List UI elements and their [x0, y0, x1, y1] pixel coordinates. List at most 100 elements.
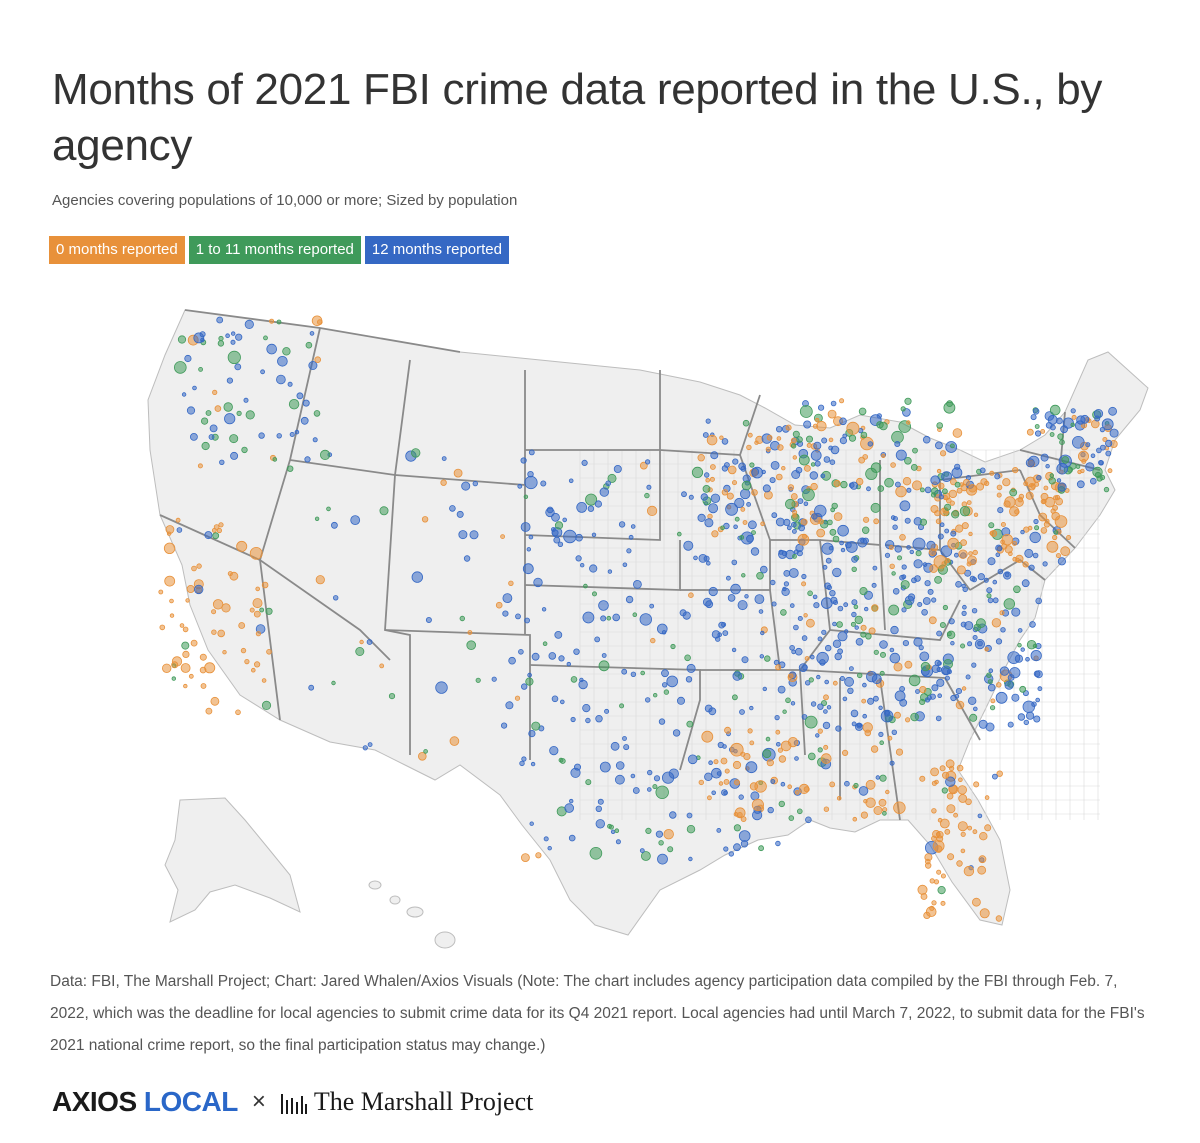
- agency-dot: [183, 683, 188, 689]
- agency-dot: [227, 571, 233, 577]
- agency-dot: [200, 337, 205, 343]
- agency-dot: [491, 676, 497, 682]
- agency-dot: [710, 464, 716, 470]
- agency-dot: [787, 784, 792, 790]
- agency-dot: [977, 573, 985, 581]
- agency-dot: [711, 630, 721, 639]
- agency-dot: [1067, 466, 1074, 473]
- agency-dot: [719, 435, 724, 440]
- agency-dot: [803, 613, 808, 618]
- agency-dot: [856, 477, 864, 486]
- agency-dot: [912, 537, 926, 551]
- agency-dot: [1032, 643, 1038, 649]
- agency-dot: [829, 590, 836, 597]
- agency-dot: [960, 539, 967, 547]
- agency-dot: [960, 831, 966, 837]
- agency-dot: [901, 564, 907, 570]
- agency-dot: [986, 587, 993, 594]
- agency-dot: [944, 828, 951, 835]
- agency-dot: [790, 493, 798, 500]
- agency-dot: [854, 722, 864, 731]
- agency-dot: [621, 668, 628, 675]
- agency-dot: [936, 630, 942, 637]
- agency-dot: [495, 601, 503, 609]
- agency-dot: [184, 354, 192, 363]
- agency-dot: [972, 897, 981, 907]
- agency-dot: [807, 590, 813, 597]
- agency-dot: [1020, 647, 1025, 652]
- agency-dot: [582, 703, 591, 713]
- agency-dot: [797, 498, 804, 505]
- agency-dot: [622, 736, 627, 741]
- agency-dot: [806, 442, 812, 448]
- local-logo-text: LOCAL: [143, 1086, 238, 1117]
- agency-dot: [931, 780, 938, 786]
- agency-dot: [644, 459, 651, 465]
- agency-dot: [180, 663, 191, 673]
- agency-dot: [987, 683, 996, 692]
- agency-dot: [987, 557, 996, 566]
- agency-dot: [1054, 515, 1068, 528]
- agency-dot: [884, 552, 891, 558]
- agency-dot: [741, 656, 749, 664]
- agency-dot: [802, 533, 808, 539]
- agency-dot: [889, 652, 901, 664]
- agency-dot: [929, 878, 935, 884]
- agency-dot: [931, 900, 937, 906]
- agency-dot: [764, 655, 771, 662]
- agency-dot: [289, 431, 295, 437]
- agency-dot: [751, 489, 758, 496]
- agency-dot: [258, 432, 265, 439]
- agency-dot: [731, 647, 737, 653]
- chart-title: Months of 2021 FBI crime data reported i…: [52, 65, 1103, 170]
- agency-dot: [997, 507, 1004, 514]
- agency-dot: [591, 532, 597, 537]
- agency-dot: [796, 550, 803, 557]
- agency-dot: [745, 761, 758, 774]
- agency-dot: [721, 438, 729, 445]
- agency-dot: [904, 397, 912, 405]
- agency-dot: [947, 853, 955, 861]
- agency-dot: [820, 597, 833, 609]
- agency-dot: [852, 816, 858, 822]
- agency-dot: [778, 800, 785, 808]
- agency-dot: [587, 505, 595, 512]
- agency-dot: [639, 613, 653, 626]
- agency-dot: [812, 594, 818, 600]
- agency-dot: [217, 340, 225, 347]
- agency-dot: [833, 479, 841, 488]
- agency-dot: [594, 500, 602, 508]
- agency-dot: [789, 603, 795, 608]
- agency-dot: [890, 515, 896, 520]
- agency-dot: [646, 484, 652, 490]
- agency-dot: [547, 846, 552, 851]
- agency-dot: [1011, 693, 1020, 702]
- agency-dot: [657, 853, 668, 865]
- agency-dot: [977, 813, 983, 819]
- agency-dot: [922, 435, 931, 444]
- agency-dot: [937, 885, 946, 895]
- agency-dot: [655, 830, 664, 838]
- agency-dot: [817, 404, 825, 411]
- agency-dot: [787, 484, 795, 491]
- agency-dot: [821, 700, 828, 707]
- agency-dot: [685, 676, 693, 683]
- agency-dot: [931, 487, 939, 495]
- agency-dot: [672, 729, 681, 737]
- agency-dot: [813, 441, 822, 450]
- agency-dot: [312, 437, 318, 443]
- agency-dot: [543, 836, 549, 842]
- agency-dot: [1057, 433, 1064, 440]
- agency-dot: [688, 856, 693, 862]
- agency-dot: [795, 466, 803, 474]
- agency-dot: [822, 564, 828, 570]
- agency-dot: [742, 419, 750, 427]
- agency-dot: [944, 675, 950, 681]
- agency-dot: [524, 475, 538, 490]
- agency-dot: [924, 580, 931, 587]
- agency-dot: [225, 333, 230, 338]
- agency-dot: [463, 555, 471, 562]
- agency-dot: [1029, 621, 1036, 628]
- agency-dot: [889, 647, 895, 653]
- agency-dot: [781, 465, 786, 471]
